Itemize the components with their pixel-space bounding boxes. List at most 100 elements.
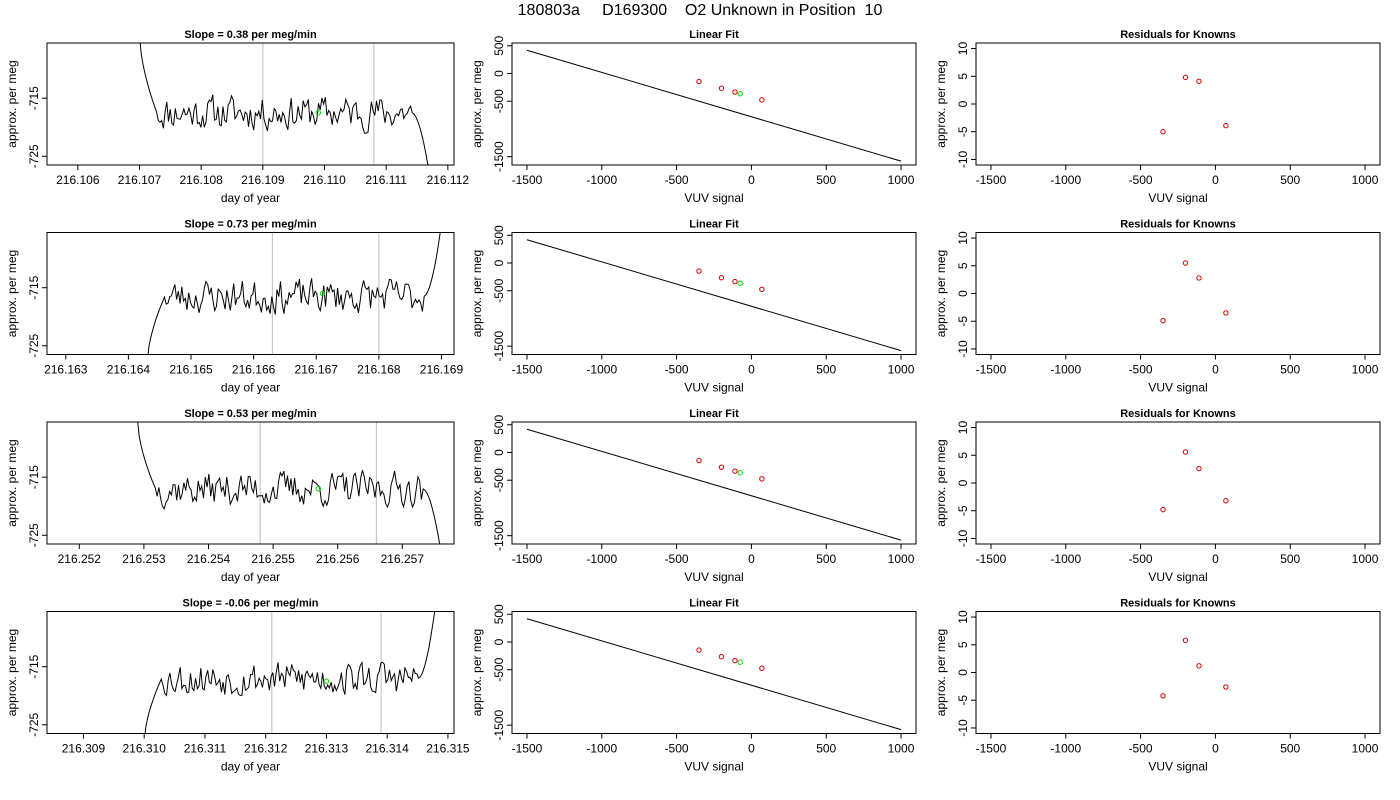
x-tick-label: 216.112 — [427, 173, 470, 187]
residual-point — [1223, 498, 1229, 504]
panel-title: Slope = 0.53 per meg/min — [184, 408, 317, 420]
x-tick-label: 500 — [1280, 552, 1300, 566]
x-tick-label: 0 — [748, 173, 755, 187]
unknown-sample-point — [315, 486, 322, 492]
plot-frame — [511, 232, 917, 355]
residual-point — [1160, 129, 1166, 135]
plot-frame — [46, 232, 455, 355]
x-tick-label: 0 — [1212, 742, 1219, 756]
plot-frame — [975, 232, 1381, 355]
x-tick-label: -1500 — [512, 173, 543, 187]
x-tick-label: 0 — [748, 363, 755, 377]
y-tick-label: -1500 — [492, 710, 506, 741]
plot-frame — [46, 611, 455, 734]
x-tick-label: -1500 — [976, 363, 1007, 377]
y-tick-label: -10 — [956, 150, 970, 168]
x-tick-label: -500 — [665, 552, 689, 566]
known-standard-point — [759, 476, 765, 482]
x-tick-label: 216.315 — [426, 742, 470, 756]
known-standard-point — [718, 274, 725, 281]
x-tick-label: 216.169 — [420, 363, 464, 377]
plot-frame — [511, 611, 917, 734]
y-tick-label: -5 — [956, 505, 970, 516]
y-tick-label: -725 — [27, 523, 41, 547]
x-tick-label: -500 — [1129, 742, 1153, 756]
x-tick-label: 1000 — [888, 742, 915, 756]
x-axis-label: VUV signal — [1148, 760, 1207, 774]
fit-line — [526, 618, 902, 731]
y-tick-label: 10 — [956, 421, 970, 435]
x-tick-label: -1500 — [512, 552, 543, 566]
x-tick-label: -1000 — [1050, 173, 1081, 187]
y-tick-label: -500 — [492, 657, 506, 681]
y-axis-label: approx. per meg — [5, 250, 19, 337]
residual-point — [1196, 78, 1202, 84]
y-tick-label: 10 — [956, 610, 970, 624]
y-axis-label: approx. per meg — [470, 250, 484, 337]
residual-point — [1223, 310, 1229, 316]
y-tick-label: 10 — [956, 42, 970, 56]
series-line — [137, 422, 441, 544]
x-tick-label: 216.256 — [316, 552, 360, 566]
residual-point — [1196, 275, 1202, 281]
x-tick-label: 216.167 — [295, 363, 339, 377]
fit-line — [526, 49, 902, 162]
plot-frame — [511, 421, 917, 545]
x-tick-label: -1500 — [512, 363, 543, 377]
unknown-sample-point — [315, 110, 322, 116]
residual-point — [1182, 74, 1189, 81]
x-tick-label: 1000 — [888, 552, 915, 566]
plot-frame — [975, 42, 1381, 166]
panel-title: Residuals for Knowns — [1120, 29, 1236, 41]
y-tick-label: -1500 — [492, 331, 506, 362]
x-axis-label: VUV signal — [684, 381, 743, 395]
residual-point — [1160, 317, 1166, 324]
x-tick-label: -500 — [665, 363, 689, 377]
unknown-sample-point — [737, 280, 743, 286]
y-tick-label: 0 — [492, 70, 506, 77]
x-tick-label: -500 — [665, 173, 689, 187]
x-tick-label: 216.252 — [58, 552, 102, 566]
residual-point — [1223, 122, 1229, 129]
x-axis-label: VUV signal — [684, 570, 743, 584]
residual-point — [1182, 449, 1189, 455]
x-tick-label: -1000 — [586, 552, 617, 566]
y-tick-label: 500 — [492, 225, 506, 245]
x-tick-label: -500 — [1129, 173, 1153, 187]
x-tick-label: 216.164 — [107, 363, 151, 377]
fit-line — [526, 428, 902, 541]
x-tick-label: 500 — [816, 363, 836, 377]
y-axis-label: approx. per meg — [934, 60, 948, 147]
known-standard-point — [696, 457, 702, 464]
y-tick-label: 500 — [492, 35, 506, 55]
x-tick-label: 216.310 — [122, 742, 166, 756]
y-tick-label: 10 — [956, 231, 970, 245]
x-axis-label: day of year — [221, 381, 280, 395]
panel-title: Linear Fit — [689, 29, 739, 41]
y-axis-label: approx. per meg — [5, 439, 19, 526]
y-axis-label: approx. per meg — [470, 439, 484, 526]
x-tick-label: 0 — [1212, 552, 1219, 566]
x-axis-label: VUV signal — [684, 760, 743, 774]
x-tick-label: 500 — [1280, 173, 1300, 187]
y-tick-label: -725 — [27, 712, 41, 736]
panel-title: Linear Fit — [689, 408, 739, 420]
y-tick-label: 5 — [956, 73, 970, 80]
known-standard-point — [759, 286, 765, 293]
y-tick-label: -10 — [956, 340, 970, 358]
x-tick-label: -500 — [1129, 552, 1153, 566]
known-standard-point — [696, 78, 702, 85]
residual-point — [1196, 663, 1202, 669]
y-tick-label: -715 — [27, 275, 41, 299]
x-axis-label: VUV signal — [1148, 191, 1207, 205]
x-axis-label: day of year — [221, 191, 280, 205]
series-line — [147, 232, 441, 355]
x-tick-label: 216.313 — [305, 742, 349, 756]
x-tick-label: 0 — [748, 742, 755, 756]
plot-frame — [511, 42, 917, 166]
residual-point — [1160, 506, 1166, 513]
y-tick-label: 5 — [956, 262, 970, 269]
x-axis-label: VUV signal — [1148, 570, 1207, 584]
